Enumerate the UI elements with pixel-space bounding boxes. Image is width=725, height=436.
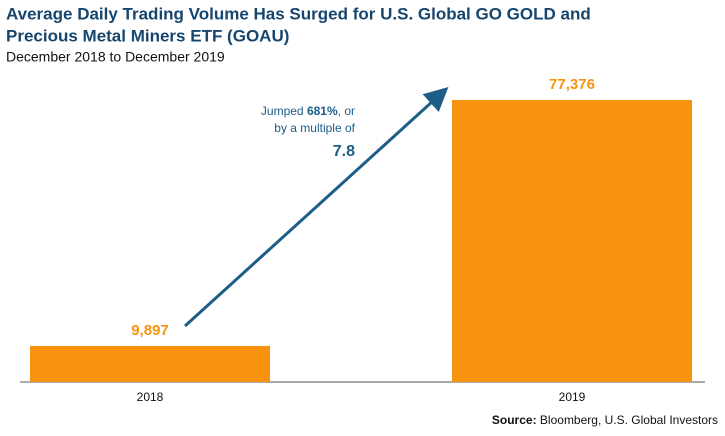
annotation: by a multiple of <box>274 121 355 135</box>
chart-title: Precious Metal Miners ETF (GOAU) <box>6 26 289 45</box>
bar <box>452 100 692 382</box>
annotation: 7.8 <box>333 143 355 160</box>
source: Source: Bloomberg, U.S. Global Investors <box>492 413 718 427</box>
bar <box>30 345 270 382</box>
chart-subtitle: December 2018 to December 2019 <box>6 49 225 65</box>
x-tick-label: 2018 <box>137 390 164 404</box>
value-label: 9,897 <box>131 322 169 339</box>
value-label: 77,376 <box>549 76 595 93</box>
arrow <box>183 86 449 328</box>
annotation: Jumped 681%, or <box>261 104 355 118</box>
x-tick-label: 2019 <box>559 390 586 404</box>
chart-title: Average Daily Trading Volume Has Surged … <box>6 4 591 23</box>
